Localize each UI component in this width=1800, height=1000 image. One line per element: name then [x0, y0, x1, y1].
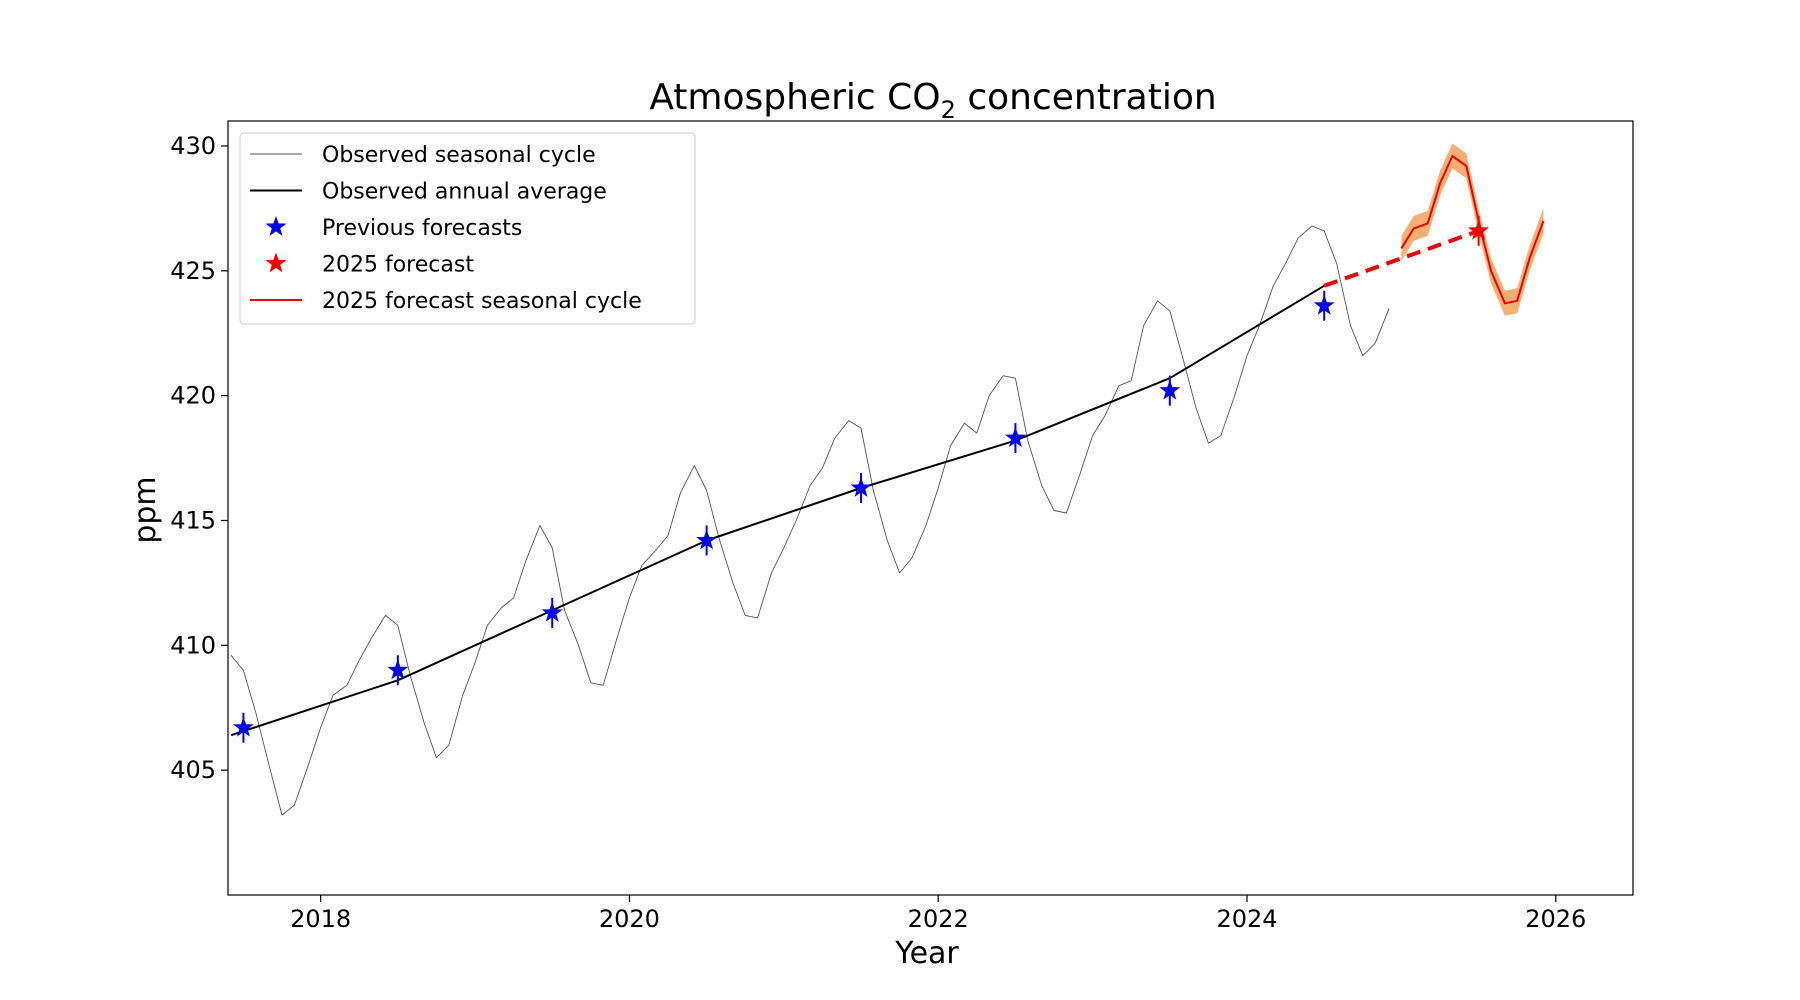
previous-forecasts-star — [696, 529, 718, 550]
previous-forecasts-point — [850, 473, 872, 504]
legend-item-previous-forecasts: Previous forecasts — [265, 216, 522, 241]
previous-forecasts-star — [1005, 427, 1026, 447]
legend-box — [239, 132, 696, 325]
2025-forecast-seasonal-cycle-line — [1400, 155, 1545, 305]
y-tick-label: 415 — [170, 506, 216, 534]
x-tick: 2020 — [599, 895, 660, 933]
legend-swatch-star — [265, 252, 287, 273]
legend-item-2025-forecast: 2025 forecast — [265, 252, 474, 278]
y-tick: 405 — [170, 756, 228, 784]
x-tick-label: 2020 — [599, 905, 660, 933]
previous-forecasts-point — [1313, 290, 1335, 321]
x-tick: 2018 — [290, 895, 351, 933]
x-tick: 2024 — [1216, 895, 1278, 933]
marker-layer — [233, 215, 1490, 743]
y-axis: 405 410 415 420 425 430 — [170, 132, 228, 784]
2025-forecast-star — [1468, 219, 1490, 240]
2025-forecast-seasonal-cycle-band — [1401, 143, 1544, 316]
forecast-uncertainty-band-layer — [1401, 143, 1544, 316]
legend-label: Observed annual average — [322, 180, 607, 205]
x-tick: 2022 — [908, 895, 969, 933]
legend: Observed seasonal cycle Observed annual a… — [239, 132, 696, 325]
forecast-projection-dashed-line — [1323, 229, 1480, 288]
legend-label: Observed seasonal cycle — [322, 143, 596, 168]
legend-label: 2025 forecast — [322, 253, 474, 278]
series-line-layer — [230, 155, 1545, 816]
previous-forecasts-star — [1313, 294, 1335, 315]
y-tick: 425 — [170, 257, 228, 285]
y-tick-label: 430 — [170, 132, 216, 160]
y-tick-label: 410 — [170, 631, 216, 659]
x-tick: 2026 — [1525, 895, 1586, 933]
y-tick: 420 — [170, 382, 228, 410]
y-tick-label: 425 — [170, 257, 216, 285]
observed-seasonal-cycle-line — [230, 225, 1390, 816]
legend-label: Previous forecasts — [322, 216, 522, 241]
x-tick-label: 2022 — [908, 905, 969, 933]
previous-forecasts-point — [1159, 375, 1181, 406]
legend-item-2025-forecast-seasonal-cycle: 2025 forecast seasonal cycle — [250, 289, 642, 314]
previous-forecasts-star — [541, 601, 563, 622]
previous-forecasts-star — [387, 659, 409, 680]
x-tick-label: 2024 — [1216, 905, 1277, 933]
x-axis-label: Year — [894, 936, 959, 971]
previous-forecasts-star — [850, 477, 872, 497]
y-tick: 415 — [170, 506, 228, 534]
chart-title: Atmospheric CO2 concentration — [649, 77, 1216, 124]
previous-forecasts-point — [387, 655, 409, 686]
chart-title-main: Atmospheric CO — [649, 77, 940, 118]
x-axis: 2018 2020 2022 2024 2026 — [290, 895, 1586, 933]
previous-forecasts-point — [541, 597, 563, 628]
x-tick-label: 2018 — [290, 905, 351, 933]
plot-area — [230, 143, 1545, 816]
previous-forecasts-star — [1159, 379, 1181, 400]
2025-forecast-point — [1468, 215, 1490, 246]
y-tick-label: 420 — [170, 382, 216, 410]
plot-frame — [227, 120, 1634, 896]
observed-annual-average-line — [230, 284, 1325, 737]
chart-title-suffix: concentration — [956, 77, 1217, 118]
y-tick: 410 — [170, 631, 228, 659]
y-tick: 430 — [170, 132, 228, 160]
previous-forecasts-point — [696, 525, 718, 556]
y-tick-label: 405 — [170, 756, 216, 784]
previous-forecasts-star — [233, 716, 254, 737]
legend-item-observed-annual-average: Observed annual average — [250, 180, 607, 205]
previous-forecasts-point — [1005, 423, 1026, 454]
legend-item-observed-seasonal-cycle: Observed seasonal cycle — [250, 143, 596, 168]
x-tick-label: 2026 — [1525, 905, 1586, 933]
legend-label: 2025 forecast seasonal cycle — [322, 289, 642, 314]
y-axis-label: ppm — [128, 476, 163, 543]
chart-title-subscript: 2 — [941, 96, 956, 124]
legend-swatch-star — [265, 216, 287, 236]
previous-forecasts-point — [233, 712, 254, 743]
